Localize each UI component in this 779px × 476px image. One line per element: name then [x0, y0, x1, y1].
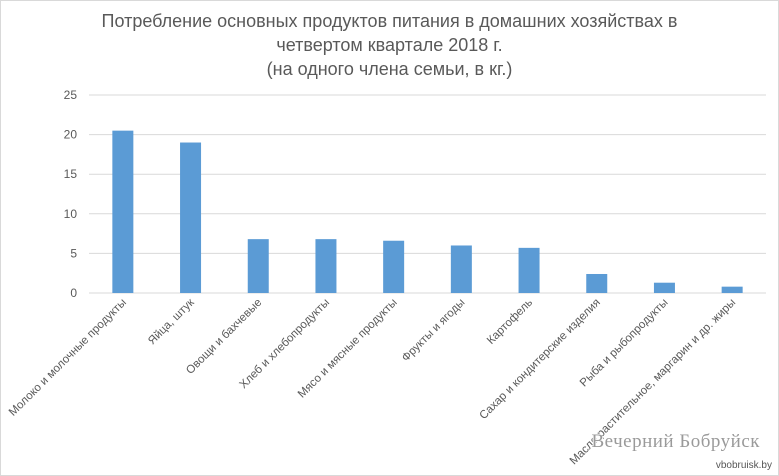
bar [247, 239, 269, 293]
y-tick-label: 5 [70, 246, 77, 260]
bar [383, 240, 405, 293]
y-tick-label: 10 [64, 207, 78, 221]
bar [721, 286, 743, 293]
x-category-label: Овощи и бахчевые [184, 297, 264, 377]
x-category-label: Фрукты и ягоды [400, 297, 468, 365]
x-category-label: Молоко и молочные продукты [7, 297, 129, 419]
bar [586, 273, 608, 293]
chart-title-line-2: четвертом квартале 2018 г. [276, 35, 503, 55]
watermark-url: vbobruisk.by [715, 460, 772, 471]
chart-title-line-1: Потребление основных продуктов питания в… [101, 11, 678, 31]
bar [653, 282, 675, 293]
bar [180, 142, 202, 293]
x-category-label: Сахар и кондитерские изделия [477, 297, 602, 422]
watermark-logo-text: Вечерний Бобруйск [591, 431, 760, 452]
x-category-label: Яйца, штук [146, 296, 197, 347]
x-category-label: Картофель [485, 297, 535, 347]
y-tick-label: 0 [70, 286, 77, 300]
y-tick-label: 20 [64, 128, 78, 142]
y-tick-label: 25 [64, 88, 78, 102]
chart-title-line-3: (на одного члена семьи, в кг.) [266, 59, 513, 79]
bar [315, 239, 337, 293]
bar [518, 247, 540, 293]
y-tick-label: 15 [64, 167, 78, 181]
bar [450, 245, 472, 293]
chart-title: Потребление основных продуктов питания в… [1, 9, 778, 81]
bar [112, 130, 134, 293]
